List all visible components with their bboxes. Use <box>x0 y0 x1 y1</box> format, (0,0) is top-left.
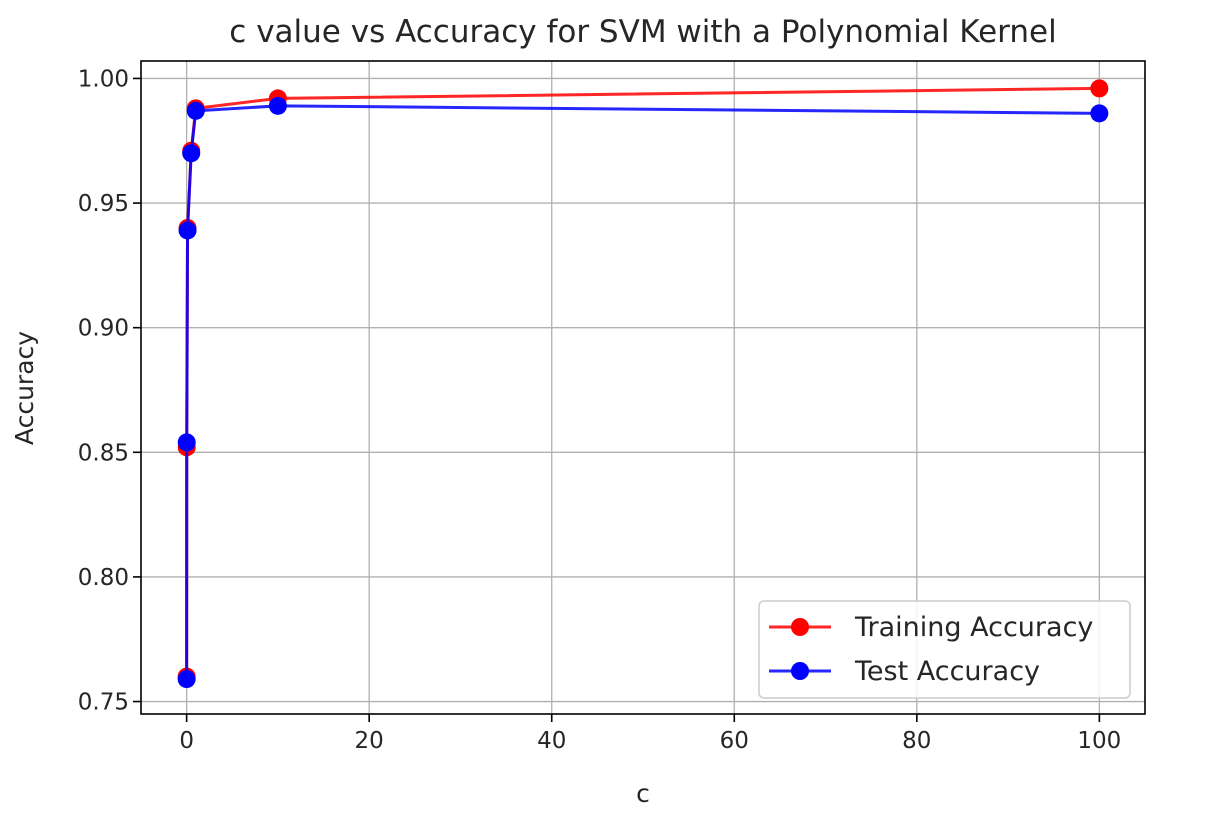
legend-box <box>758 600 1131 699</box>
data-point <box>182 144 201 163</box>
legend-marker <box>791 662 809 680</box>
data-point <box>268 96 287 115</box>
axis-ticks: 0 20 40 60 80 100 0.75 0.80 0.85 0.90 0.95 1.00 <box>78 66 1122 754</box>
chart-title: c value vs Accuracy for SVM with a Polyn… <box>229 14 1056 50</box>
x-tick-label: 20 <box>355 728 384 754</box>
series-training <box>177 79 1109 686</box>
data-point <box>186 101 205 120</box>
plot-frame <box>140 60 1146 715</box>
data-point <box>177 670 196 689</box>
y-tick-label: 1.00 <box>78 66 129 92</box>
series-line <box>185 104 1100 680</box>
x-tick-label: 100 <box>1077 728 1121 754</box>
legend-label: Training Accuracy <box>854 612 1093 643</box>
data-point <box>177 433 196 452</box>
y-tick-label: 0.85 <box>78 440 129 466</box>
x-axis-label: c <box>636 779 650 808</box>
grid-lines <box>141 61 1145 714</box>
x-tick-label: 80 <box>902 728 931 754</box>
y-tick-label: 0.80 <box>78 565 129 591</box>
series-test <box>177 96 1109 689</box>
x-tick-label: 40 <box>537 728 566 754</box>
data-point <box>1090 79 1109 98</box>
y-axis-label: Accuracy <box>10 331 39 445</box>
y-tick-label: 0.75 <box>78 690 129 716</box>
data-point <box>178 221 197 240</box>
y-tick-label: 0.90 <box>78 316 129 342</box>
series-line <box>185 86 1100 677</box>
legend-label: Test Accuracy <box>854 656 1040 687</box>
plot-series <box>177 79 1109 689</box>
y-tick-label: 0.95 <box>78 191 129 217</box>
x-tick-label: 0 <box>179 728 194 754</box>
x-tick-label: 60 <box>720 728 749 754</box>
legend-marker <box>791 618 809 636</box>
legend: Training Accuracy Test Accuracy <box>758 600 1131 699</box>
data-point <box>1090 104 1109 123</box>
